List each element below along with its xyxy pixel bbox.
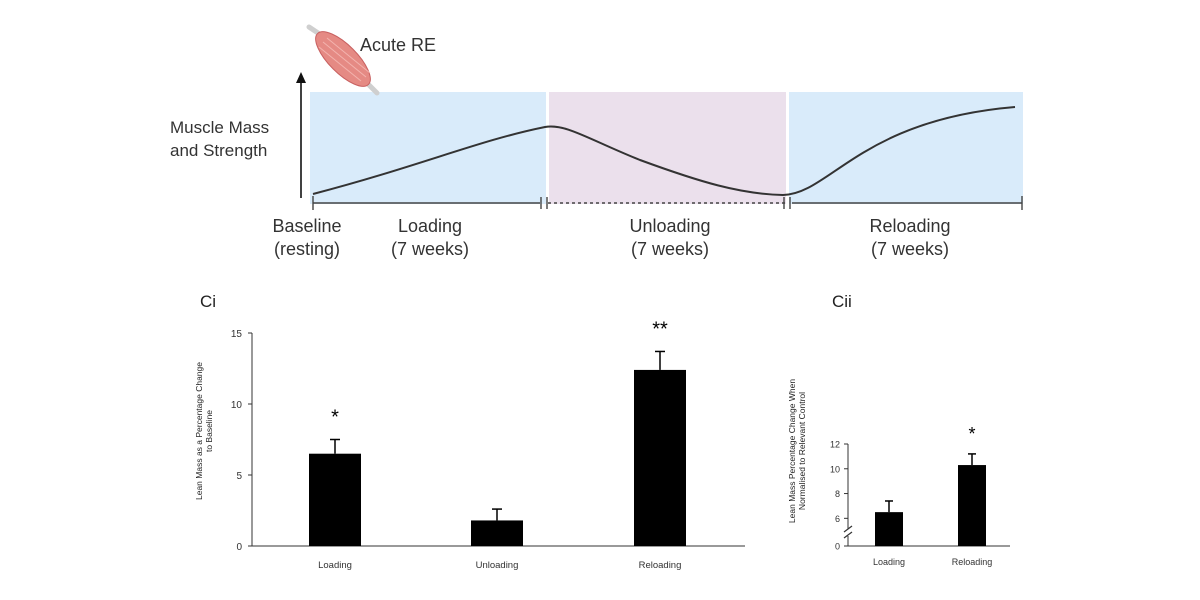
muscle-icon	[306, 24, 380, 96]
baseline-label: Baseline	[272, 216, 342, 236]
y-axis-label-line1: Muscle Mass	[170, 118, 270, 137]
cii-axis-break-mark	[843, 531, 853, 539]
ci-y-tick-label: 15	[231, 329, 243, 340]
cii-axis-break-mark	[843, 525, 853, 533]
ci-category-label: Reloading	[639, 560, 682, 571]
loading-phase-duration: (7 weeks)	[390, 239, 470, 259]
ci-y-tick-label: 5	[236, 471, 242, 482]
cii-y-tick-label: 0	[835, 542, 840, 552]
cii-y-axis-title-line1: Lean Mass Percentage Change When	[787, 378, 797, 524]
ci-significance-marker: **	[652, 318, 668, 340]
cii-y-tick-label: 6	[835, 514, 840, 524]
y-axis-arrowhead	[296, 72, 306, 83]
cii-y-axis-title: Lean Mass Percentage Change When Normali…	[787, 346, 809, 556]
acute-re-label: Acute RE	[360, 35, 437, 55]
ci-category-label: Loading	[318, 560, 352, 571]
cii-significance-marker: *	[968, 424, 975, 444]
unloading-phase-region	[549, 92, 786, 204]
ci-bar	[471, 520, 523, 546]
baseline-sublabel: (resting)	[273, 239, 340, 259]
cii-bar	[875, 512, 903, 546]
ci-bar	[309, 453, 361, 546]
cii-y-tick-label: 10	[830, 464, 840, 474]
loading-phase-label: Loading	[397, 216, 463, 236]
unloading-phase-duration: (7 weeks)	[630, 239, 710, 259]
cii-y-axis-title-line2: Normalised to Relevant Control	[797, 391, 807, 511]
panel-label-cii: Cii	[832, 292, 852, 311]
reloading-phase-duration: (7 weeks)	[870, 239, 950, 259]
ci-bar	[634, 369, 686, 546]
muscle-mass-curve	[312, 106, 1016, 197]
ci-category-label: Unloading	[476, 560, 519, 571]
cii-category-label: Loading	[873, 557, 905, 567]
reloading-phase-label: Reloading	[869, 216, 951, 236]
cii-category-label: Reloading	[952, 557, 993, 567]
y-axis-label-line2: and Strength	[170, 141, 268, 160]
panel-label-ci: Ci	[200, 292, 217, 311]
unloading-phase-label: Unloading	[629, 216, 711, 236]
ci-y-tick-label: 0	[236, 542, 242, 553]
ci-y-tick-label: 10	[231, 400, 243, 411]
loading-phase-region	[310, 92, 546, 204]
cii-y-tick-label: 12	[830, 440, 840, 450]
timeline	[312, 196, 1023, 210]
cii-bar	[958, 465, 986, 546]
cii-y-tick-label: 8	[835, 489, 840, 499]
ci-significance-marker: *	[331, 407, 339, 429]
phase-schematic	[296, 24, 1023, 210]
